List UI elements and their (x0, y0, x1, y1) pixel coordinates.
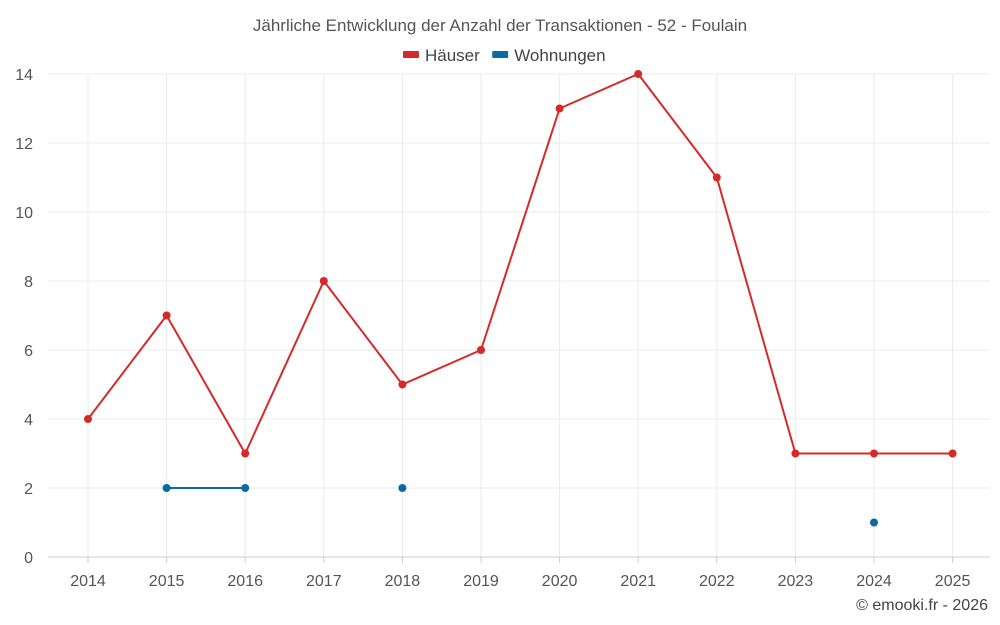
series-line-segment (558, 73, 640, 110)
data-point[interactable] (555, 104, 564, 113)
data-point[interactable] (162, 484, 171, 492)
data-point[interactable] (948, 449, 957, 458)
x-tick-label: 2022 (699, 573, 735, 590)
credit-label: © emooki.fr - 2026 (856, 597, 988, 614)
data-point[interactable] (634, 70, 643, 78)
y-tick-label: 10 (15, 205, 33, 222)
legend-label: Wohnungen (514, 46, 605, 65)
y-tick-label: 0 (24, 550, 33, 567)
series-line-segment (165, 314, 247, 455)
data-point[interactable] (870, 518, 878, 527)
legend-label: Häuser (425, 46, 480, 65)
y-axis: 0 2 4 6 8 10 12 14 (15, 67, 33, 567)
grid (48, 73, 990, 557)
y-tick-label: 14 (15, 67, 33, 84)
data-point[interactable] (241, 484, 250, 492)
y-tick-label: 12 (15, 136, 33, 153)
data-point[interactable] (870, 449, 878, 458)
x-tick-label: 2020 (542, 573, 578, 590)
chart-title: Jährliche Entwicklung der Anzahl der Tra… (253, 16, 747, 35)
x-tick-label: 2015 (149, 573, 185, 590)
x-tick-label: 2019 (463, 573, 499, 590)
data-point[interactable] (162, 311, 171, 320)
x-tick-label: 2023 (778, 573, 814, 590)
x-tick-label: 2024 (856, 573, 892, 590)
series-line-segment (401, 349, 482, 386)
data-point[interactable] (477, 346, 485, 354)
series-haeuser (84, 70, 957, 458)
legend-swatch (492, 51, 509, 58)
data-point[interactable] (398, 380, 407, 389)
data-point[interactable] (791, 449, 800, 458)
data-point[interactable] (241, 449, 250, 458)
x-tick-label: 2018 (385, 573, 421, 590)
data-point[interactable] (319, 277, 328, 285)
y-tick-label: 6 (24, 343, 33, 360)
series-line-segment (637, 73, 718, 179)
x-tick-label: 2016 (227, 573, 263, 590)
data-point[interactable] (398, 484, 407, 492)
legend-swatch (403, 51, 419, 58)
series-line-segment (480, 107, 561, 351)
x-tick-label: 2021 (620, 573, 656, 590)
series-line-segment (87, 314, 168, 420)
legend-item-haeuser[interactable]: Häuser (403, 46, 480, 65)
x-tick-label: 2014 (70, 573, 106, 590)
y-tick-label: 2 (24, 481, 33, 498)
series-line-segment (715, 176, 797, 455)
series-line-segment (244, 280, 325, 455)
x-axis: 2014 2015 2016 2017 2018 2019 2020 2021 2022 2023… (48, 556, 990, 590)
y-tick-label: 4 (24, 412, 33, 429)
x-tick-label: 2017 (306, 573, 342, 590)
series-layer (84, 70, 957, 527)
series-wohnungen (162, 484, 878, 527)
series-line-segment (322, 280, 404, 386)
y-tick-label: 8 (24, 274, 33, 291)
legend-item-wohnungen[interactable]: Wohnungen (492, 46, 606, 65)
data-point[interactable] (84, 415, 92, 423)
legend: Häuser Wohnungen (403, 46, 606, 65)
data-point[interactable] (712, 173, 721, 182)
x-tick-label: 2025 (935, 573, 971, 590)
